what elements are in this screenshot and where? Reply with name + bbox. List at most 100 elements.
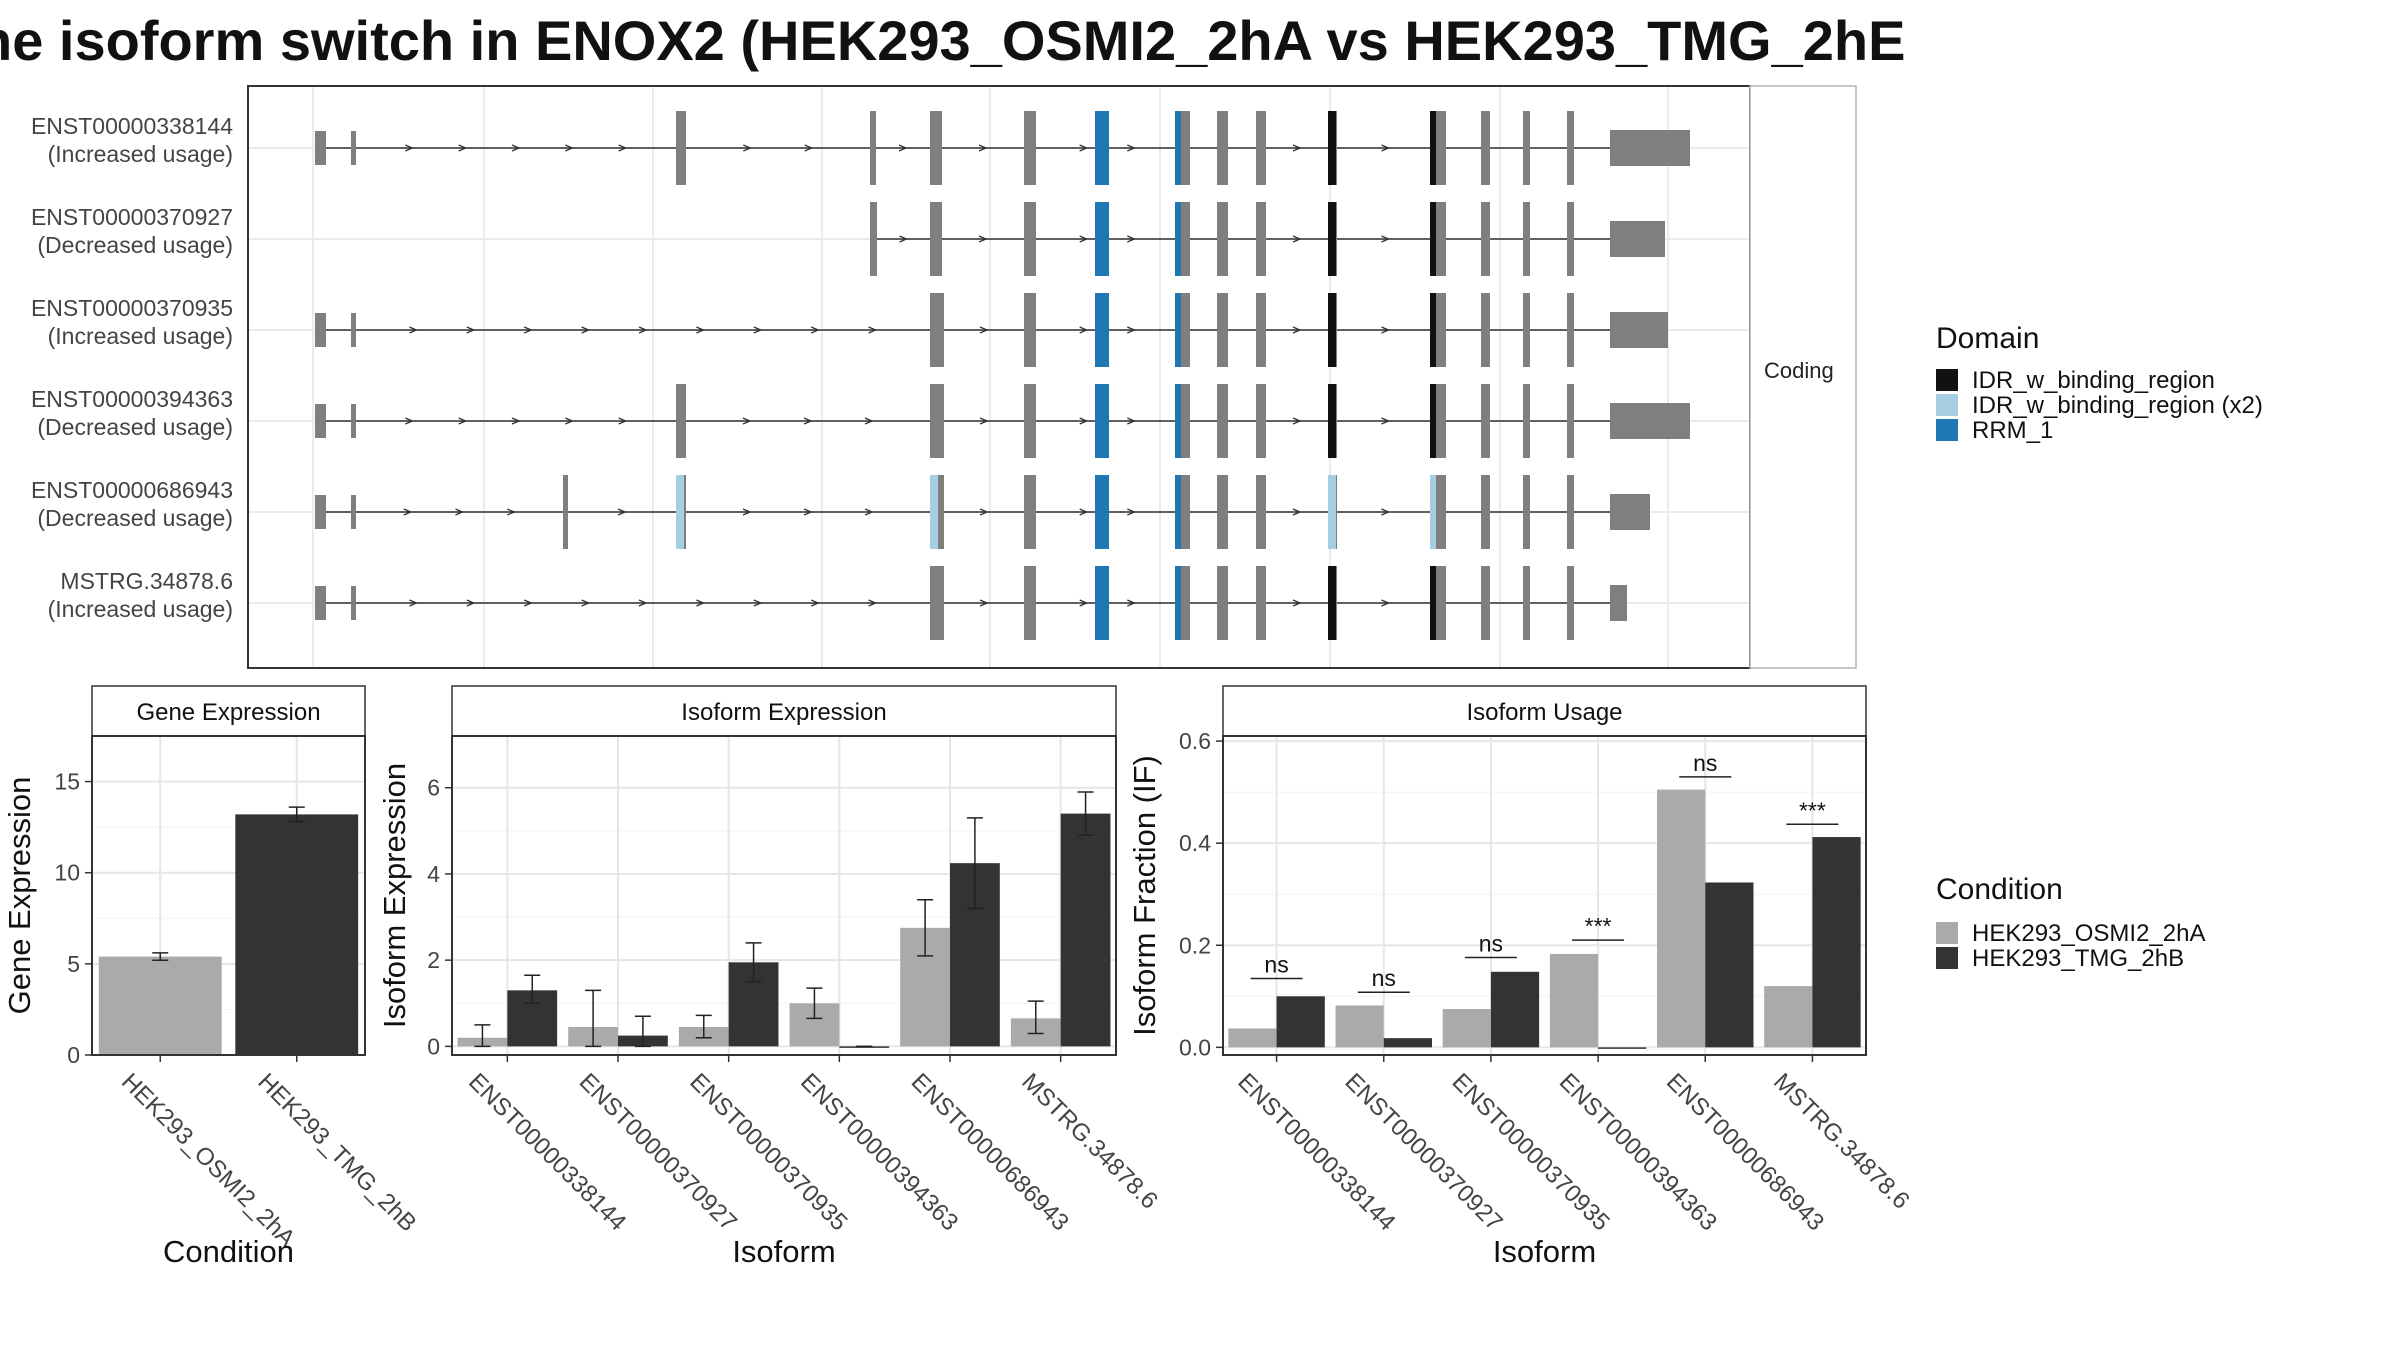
exon	[1256, 475, 1266, 549]
y-tick-label: 0.2	[1179, 932, 1211, 958]
exon	[1481, 202, 1490, 276]
intron-arrow	[455, 508, 465, 516]
isoform-usage-label: (Increased usage)	[48, 323, 233, 349]
y-tick-label: 6	[427, 775, 440, 801]
panel-strip	[451, 685, 1117, 737]
intron-arrow	[1079, 508, 1089, 516]
exon	[1567, 293, 1574, 367]
isoform-usage-label: (Decreased usage)	[37, 232, 233, 258]
domain-region	[1095, 384, 1109, 458]
intron-arrow	[511, 417, 521, 425]
legend-key	[1936, 419, 1958, 441]
domain-region	[1095, 566, 1109, 640]
intron-arrow	[1381, 417, 1391, 425]
intron-arrow	[403, 508, 413, 516]
intron-arrow	[1127, 235, 1136, 243]
exon	[351, 495, 356, 529]
domain-region	[1175, 202, 1181, 276]
domain-region	[1175, 111, 1181, 185]
intron-arrow	[1292, 235, 1302, 243]
utr-block	[1610, 494, 1650, 530]
exon	[1179, 111, 1190, 185]
bar	[1705, 882, 1754, 1048]
strip-label: Coding	[1764, 358, 1834, 383]
y-tick-label: 4	[427, 861, 440, 887]
exon	[676, 111, 686, 185]
exon	[870, 111, 876, 185]
exon	[351, 404, 356, 438]
y-tick-label: 15	[54, 769, 80, 795]
isoform-usage-label: (Decreased usage)	[37, 505, 233, 531]
exon	[1217, 566, 1228, 640]
isoform-id-label: ENST00000370935	[31, 295, 233, 321]
domain-region	[1430, 111, 1436, 185]
x-axis-title: Condition	[163, 1234, 294, 1269]
exon	[563, 475, 568, 549]
y-axis-title: Isoform Expression	[377, 763, 412, 1028]
exon	[1217, 293, 1228, 367]
exon	[1256, 202, 1266, 276]
intron-arrow	[810, 599, 820, 607]
bar	[1228, 1028, 1277, 1048]
exon	[1523, 111, 1530, 185]
intron-arrow	[1127, 417, 1136, 425]
intron-arrow	[810, 326, 820, 334]
domain-region	[1175, 384, 1181, 458]
exon	[351, 586, 356, 620]
exon	[1523, 202, 1530, 276]
exon	[1523, 475, 1530, 549]
legend-label: HEK293_OSMI2_2hA	[1972, 920, 2205, 947]
significance-label: ***	[1799, 797, 1826, 823]
significance-label: ns	[1479, 931, 1503, 957]
gene-expression-panel: Gene ExpressionHEK293_OSMI2_2hAHEK293_TM…	[2, 685, 422, 1269]
exon	[315, 313, 326, 347]
domain-region	[1328, 566, 1336, 640]
intron-arrow	[565, 417, 574, 425]
intron-arrow	[743, 144, 752, 152]
intron-arrow	[1127, 508, 1136, 516]
exon	[315, 495, 326, 529]
exon	[1024, 111, 1036, 185]
intron-arrow	[638, 326, 648, 334]
exon	[930, 293, 936, 367]
y-tick-label: 5	[67, 951, 80, 977]
intron-arrow	[742, 508, 752, 516]
intron-arrow	[618, 417, 628, 425]
intron-arrow	[696, 599, 706, 607]
intron-arrow	[753, 326, 763, 334]
panel-border	[91, 735, 366, 1056]
intron-arrow	[581, 599, 591, 607]
isoform-id-label: ENST00000370927	[31, 204, 233, 230]
exon	[1256, 566, 1266, 640]
bar	[1490, 971, 1540, 1048]
bar	[98, 956, 222, 1055]
x-axis-title: Isoform	[732, 1234, 835, 1269]
intron-arrow	[405, 144, 414, 152]
intron-arrow	[1079, 599, 1089, 607]
legend-key	[1936, 922, 1958, 944]
isoform-id-label: ENST00000686943	[31, 477, 233, 503]
domain-region	[1175, 293, 1181, 367]
exon	[1256, 111, 1266, 185]
exon	[1179, 384, 1190, 458]
intron-arrow	[458, 417, 468, 425]
condition-legend-title: Condition	[1936, 873, 2063, 906]
isoform-usage-panel: Isoform UsagensENST00000338144nsENST0000…	[1127, 685, 1915, 1269]
exon	[351, 131, 356, 165]
intron-arrow	[523, 599, 533, 607]
intron-arrow	[1079, 235, 1089, 243]
exon	[1481, 475, 1490, 549]
intron-arrow	[978, 235, 988, 243]
intron-arrow	[409, 326, 419, 334]
intron-arrow	[1381, 599, 1391, 607]
exon	[1217, 202, 1228, 276]
significance-label: ***	[1585, 913, 1612, 939]
exon	[870, 202, 877, 276]
y-tick-label: 0.6	[1179, 728, 1211, 754]
domain-region	[1430, 475, 1436, 549]
domain-region	[1430, 202, 1436, 276]
y-tick-label: 2	[427, 947, 440, 973]
legend-label: RRM_1	[1972, 417, 2053, 444]
bar	[235, 814, 359, 1055]
